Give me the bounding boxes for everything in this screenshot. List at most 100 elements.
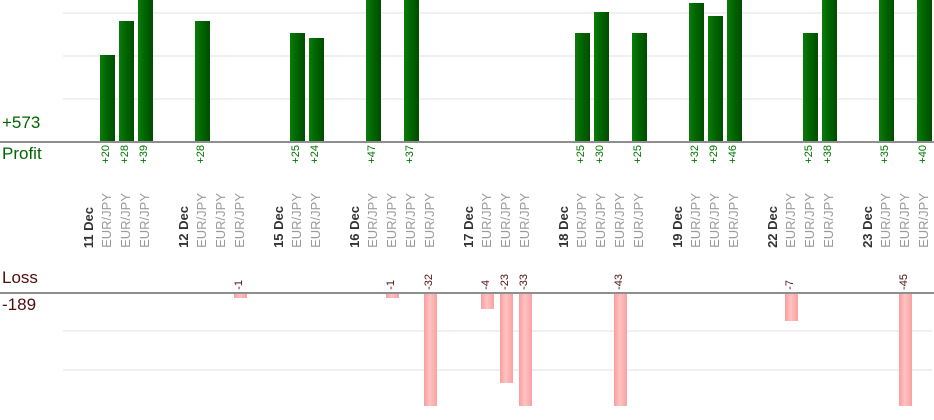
profit-bar — [290, 33, 305, 141]
symbol-label: EUR/JPY — [878, 193, 893, 248]
symbol-label: EUR/JPY — [403, 193, 418, 248]
loss-value-label: -43 — [613, 274, 625, 290]
loss-value-label: -33 — [518, 274, 530, 290]
profit-value-label: +32 — [689, 145, 701, 164]
profit-value-label: +37 — [404, 145, 416, 164]
date-label: 17 Dec — [461, 206, 476, 248]
profit-bar — [689, 3, 704, 141]
symbol-label: EUR/JPY — [593, 193, 608, 248]
profit-value-label: +28 — [119, 145, 131, 164]
profit-axis-title: Profit — [2, 144, 42, 163]
profit-value-label: +24 — [309, 145, 321, 164]
gridline — [63, 98, 932, 100]
profit-bar — [708, 16, 723, 141]
gridline — [63, 12, 932, 14]
profit-bar — [100, 55, 115, 141]
date-label: 19 Dec — [670, 206, 685, 248]
date-label: 11 Dec — [81, 206, 96, 248]
date-label: 16 Dec — [347, 206, 362, 248]
symbol-label: EUR/JPY — [726, 193, 741, 248]
loss-bar — [500, 294, 513, 383]
symbol-label: EUR/JPY — [99, 193, 114, 248]
profit-bar — [594, 12, 609, 141]
profit-value-label: +35 — [879, 145, 891, 164]
symbol-label: EUR/JPY — [118, 193, 133, 248]
symbol-label: EUR/JPY — [821, 193, 836, 248]
profit-value-label: +25 — [575, 145, 587, 164]
loss-bar — [424, 294, 437, 406]
loss-total: -189 — [2, 295, 37, 314]
symbol-label: EUR/JPY — [517, 193, 532, 248]
symbol-label: EUR/JPY — [384, 193, 399, 248]
symbol-label: EUR/JPY — [612, 193, 627, 248]
profit-bar — [404, 0, 419, 141]
gridline — [63, 55, 932, 57]
symbol-label: EUR/JPY — [479, 193, 494, 248]
date-label: 23 Dec — [860, 206, 875, 248]
profit-bar — [309, 38, 324, 141]
profit-total: +573 — [2, 113, 41, 132]
profit-bar — [119, 21, 134, 141]
symbol-label: EUR/JPY — [631, 193, 646, 248]
profit-bar — [803, 33, 818, 141]
symbol-label: EUR/JPY — [897, 193, 912, 248]
loss-value-label: -7 — [784, 280, 796, 290]
loss-bar — [234, 294, 247, 298]
profit-bar — [822, 0, 837, 141]
loss-axis-line — [0, 292, 934, 294]
symbol-label: EUR/JPY — [289, 193, 304, 248]
symbol-label: EUR/JPY — [707, 193, 722, 248]
symbol-label: EUR/JPY — [498, 193, 513, 248]
loss-value-label: -23 — [499, 274, 511, 290]
profit-value-label: +20 — [100, 145, 112, 164]
loss-bar — [519, 294, 532, 406]
gridline — [63, 369, 932, 371]
profit-bar — [727, 0, 742, 141]
symbol-label: EUR/JPY — [365, 193, 380, 248]
profit-value-label: +46 — [727, 145, 739, 164]
date-label: 12 Dec — [176, 206, 191, 248]
symbol-label: EUR/JPY — [213, 193, 228, 248]
profit-bar — [195, 21, 210, 141]
profit-bar — [138, 0, 153, 141]
profit-bar — [366, 0, 381, 141]
symbol-label: EUR/JPY — [783, 193, 798, 248]
loss-bar — [386, 294, 399, 298]
profit-bar — [879, 0, 894, 141]
profit-bar — [632, 33, 647, 141]
profit-value-label: +28 — [195, 145, 207, 164]
profit-bar — [575, 33, 590, 141]
loss-bar — [899, 294, 912, 406]
profit-value-label: +25 — [803, 145, 815, 164]
profit-value-label: +38 — [822, 145, 834, 164]
profit-value-label: +30 — [594, 145, 606, 164]
profit-value-label: +40 — [917, 145, 929, 164]
loss-value-label: -1 — [385, 280, 397, 290]
loss-value-label: -32 — [423, 274, 435, 290]
loss-bar — [481, 294, 494, 309]
profit-value-label: +29 — [708, 145, 720, 164]
symbol-label: EUR/JPY — [688, 193, 703, 248]
date-label: 18 Dec — [556, 206, 571, 248]
loss-axis-title: Loss — [2, 268, 38, 287]
gridline — [63, 330, 932, 332]
loss-value-label: -1 — [233, 280, 245, 290]
loss-bar — [785, 294, 798, 321]
symbol-label: EUR/JPY — [916, 193, 931, 248]
symbol-label: EUR/JPY — [194, 193, 209, 248]
loss-bar — [614, 294, 627, 406]
profit-value-label: +25 — [632, 145, 644, 164]
profit-value-label: +47 — [366, 145, 378, 164]
loss-value-label: -45 — [898, 274, 910, 290]
profit-value-label: +39 — [138, 145, 150, 164]
symbol-label: EUR/JPY — [574, 193, 589, 248]
symbol-label: EUR/JPY — [422, 193, 437, 248]
profit-bar — [917, 0, 932, 141]
symbol-label: EUR/JPY — [137, 193, 152, 248]
symbol-label: EUR/JPY — [308, 193, 323, 248]
date-label: 15 Dec — [271, 206, 286, 248]
loss-value-label: -4 — [480, 280, 492, 290]
profit-axis-line — [0, 141, 934, 143]
symbol-label: EUR/JPY — [232, 193, 247, 248]
